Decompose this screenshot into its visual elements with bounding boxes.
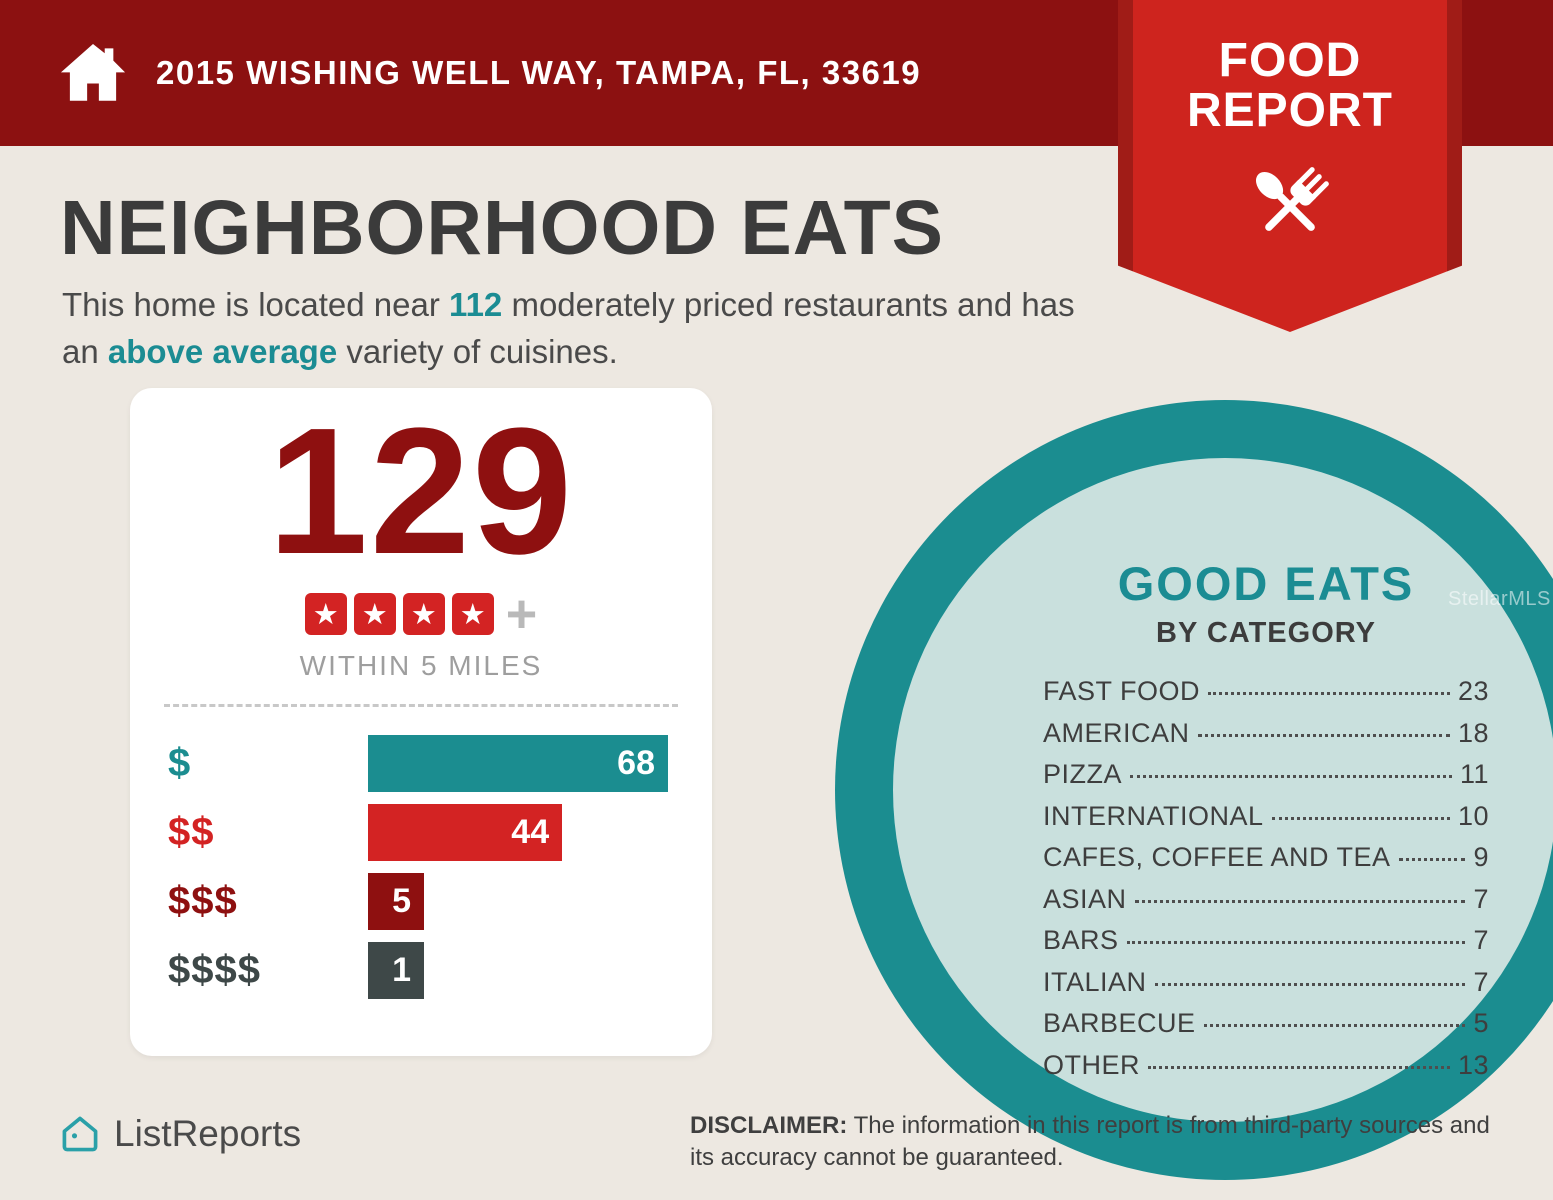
category-value: 10 bbox=[1457, 800, 1489, 831]
dotted-leader bbox=[1208, 692, 1450, 695]
price-bar-value: 1 bbox=[392, 951, 411, 989]
price-bar-row: $$$ 5 bbox=[168, 873, 712, 930]
radius-label: WITHIN 5 MILES bbox=[299, 650, 543, 681]
plus-sign: + bbox=[505, 584, 538, 644]
home-icon bbox=[60, 44, 126, 101]
listreports-logo-icon bbox=[62, 1116, 98, 1152]
ribbon-title: FOOD REPORT bbox=[1118, 36, 1462, 136]
dotted-leader bbox=[1126, 941, 1466, 944]
restaurant-count: 112 bbox=[449, 286, 503, 323]
price-bar-row: $$ 44 bbox=[168, 804, 712, 861]
price-bar-fill: 44 bbox=[368, 804, 563, 861]
category-row: BARBECUE 5 bbox=[1043, 1008, 1489, 1050]
star-icon: ★ bbox=[451, 593, 494, 635]
stats-card: 129 ★ ★ ★ ★ + WITHIN 5 MILES $ 68 $$ 44 $$$… bbox=[130, 388, 712, 1056]
category-value: 7 bbox=[1473, 925, 1489, 955]
dotted-leader bbox=[1197, 733, 1450, 737]
stars-box: ★ ★ ★ ★ bbox=[304, 593, 494, 635]
star-icon: ★ bbox=[353, 593, 396, 635]
brand-name: ListReports bbox=[114, 1113, 302, 1154]
category-label: BARBECUE bbox=[1043, 1008, 1196, 1038]
category-label: ASIAN bbox=[1043, 883, 1127, 914]
price-bar-label: $$$$ bbox=[168, 948, 261, 992]
dotted-leader bbox=[1398, 858, 1466, 861]
category-row: OTHER 13 bbox=[1043, 1050, 1489, 1092]
good-eats-panel: GOOD EATS BY CATEGORY FAST FOOD 23 AMERIC… bbox=[1043, 556, 1489, 1091]
category-list: FAST FOOD 23 AMERICAN 18 PIZZA 11 INTERNATI… bbox=[1043, 676, 1489, 1091]
intro-paragraph: This home is located near 112 moderately… bbox=[62, 282, 1092, 376]
price-bar-row: $ 68 bbox=[168, 735, 712, 792]
star-icon: ★ bbox=[402, 593, 445, 635]
category-label: PIZZA bbox=[1043, 759, 1123, 789]
price-bar-fill: 68 bbox=[368, 735, 668, 792]
dotted-leader bbox=[1154, 982, 1466, 986]
price-bar-value: 68 bbox=[617, 744, 655, 782]
dashed-divider bbox=[164, 704, 678, 707]
disclaimer: DISCLAIMER: The information in this repo… bbox=[690, 1110, 1500, 1175]
price-bar-row: $$$$ 1 bbox=[168, 942, 712, 999]
intro-text-before: This home is located near bbox=[62, 286, 450, 323]
ribbon-title-line1: FOOD bbox=[1218, 34, 1362, 87]
dotted-leader bbox=[1271, 816, 1450, 820]
category-row: BARS 7 bbox=[1043, 925, 1489, 967]
category-label: CAFES, COFFEE AND TEA bbox=[1043, 842, 1391, 872]
watermark: StellarMLS bbox=[1448, 588, 1551, 610]
category-row: CAFES, COFFEE AND TEA 9 bbox=[1043, 842, 1489, 884]
star-icon: ★ bbox=[304, 593, 347, 635]
price-bar-value: 44 bbox=[511, 813, 550, 851]
category-row: ASIAN 7 bbox=[1043, 884, 1489, 926]
disclaimer-text: The information in this report is from t… bbox=[690, 1112, 1490, 1172]
brand-lockup: ListReports bbox=[58, 1112, 301, 1156]
property-address: 2015 WISHING WELL WAY, TAMPA, FL, 33619 bbox=[156, 54, 922, 91]
intro-text-middle: moderately priced restaurants and has an bbox=[62, 286, 1075, 370]
category-value: 11 bbox=[1459, 759, 1489, 789]
price-bar-label: $ bbox=[168, 741, 192, 785]
category-label: BARS bbox=[1043, 925, 1119, 955]
total-restaurants: 129 bbox=[267, 391, 575, 592]
price-bar-label: $$ bbox=[168, 810, 215, 854]
category-value: 23 bbox=[1457, 676, 1489, 706]
good-eats-title: GOOD EATS bbox=[1117, 557, 1415, 610]
category-row: INTERNATIONAL 10 bbox=[1043, 801, 1489, 843]
page-title: NEIGHBORHOOD EATS bbox=[60, 185, 945, 271]
ribbon-title-line2: REPORT bbox=[1186, 83, 1393, 137]
category-label: AMERICAN bbox=[1043, 717, 1190, 748]
category-label: FAST FOOD bbox=[1043, 676, 1201, 706]
price-bar-value: 5 bbox=[392, 882, 411, 920]
good-eats-subtitle: BY CATEGORY bbox=[1156, 617, 1376, 649]
category-value: 5 bbox=[1473, 1008, 1489, 1038]
dotted-leader bbox=[1130, 775, 1452, 778]
intro-text-after: variety of cuisines. bbox=[337, 332, 618, 370]
category-value: 18 bbox=[1457, 717, 1489, 748]
dotted-leader bbox=[1148, 1065, 1450, 1069]
price-bar-fill: 1 bbox=[368, 942, 424, 999]
category-label: OTHER bbox=[1043, 1049, 1140, 1080]
dotted-leader bbox=[1203, 1024, 1466, 1027]
star-rating: ★ ★ ★ ★ + bbox=[130, 584, 712, 644]
crossed-utensils-icon bbox=[1255, 166, 1329, 231]
good-eats-circle-inner bbox=[893, 458, 1553, 1122]
category-label: ITALIAN bbox=[1043, 966, 1147, 997]
food-report-ribbon: FOOD REPORT bbox=[1118, 0, 1462, 332]
category-value: 13 bbox=[1457, 1049, 1489, 1080]
category-row: ITALIAN 7 bbox=[1043, 967, 1489, 1009]
price-bar-fill: 5 bbox=[368, 873, 424, 930]
dotted-leader bbox=[1134, 899, 1466, 903]
category-row: FAST FOOD 23 bbox=[1043, 676, 1489, 718]
category-label: INTERNATIONAL bbox=[1043, 800, 1264, 831]
category-row: AMERICAN 18 bbox=[1043, 718, 1489, 760]
category-value: 7 bbox=[1473, 966, 1489, 997]
category-value: 9 bbox=[1473, 842, 1489, 872]
disclaimer-label: DISCLAIMER: bbox=[690, 1112, 848, 1139]
variety-highlight: above average bbox=[107, 332, 338, 370]
price-bar-label: $$$ bbox=[168, 879, 238, 923]
price-bar-chart: $ 68 $$ 44 $$$ 5 $$$$ 1 bbox=[130, 735, 712, 999]
category-row: PIZZA 11 bbox=[1043, 759, 1489, 801]
category-value: 7 bbox=[1473, 883, 1489, 914]
